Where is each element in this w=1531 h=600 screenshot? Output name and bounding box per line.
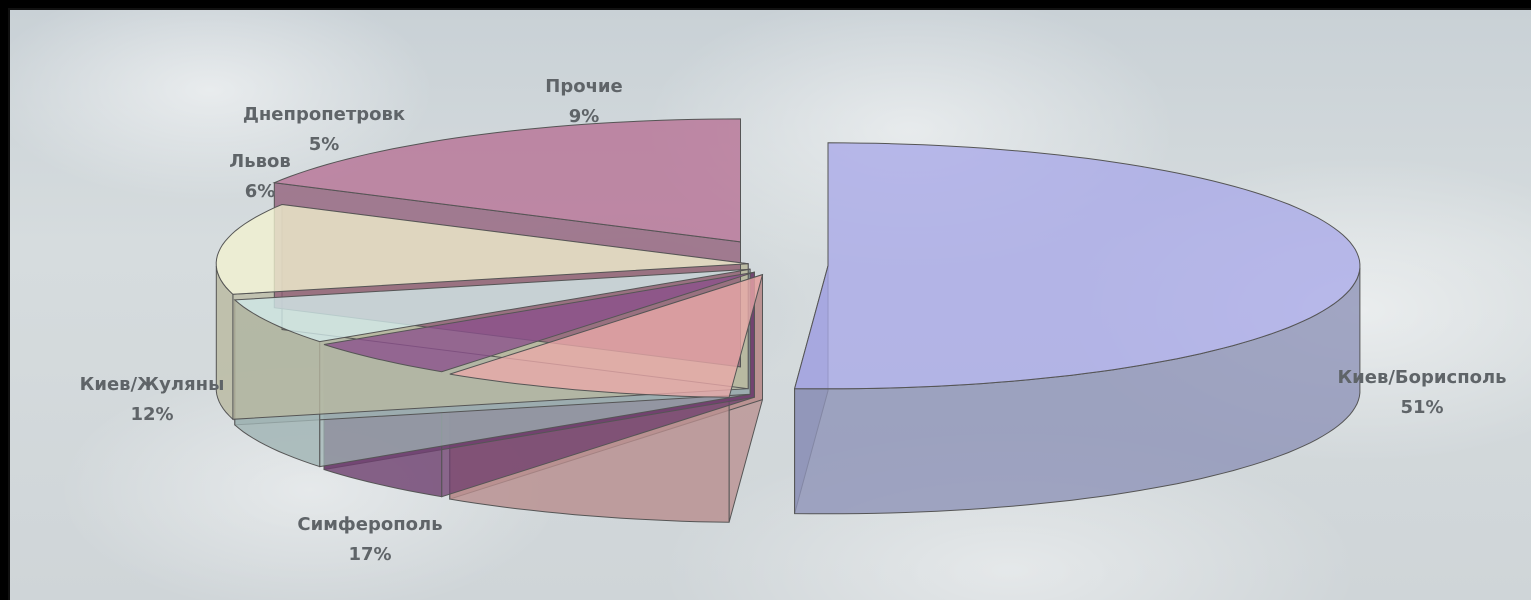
- slice-value-dnipro: 5%: [309, 134, 340, 155]
- slice-label-kiev-boryspil: Киев/Борисполь: [1337, 367, 1506, 388]
- slice-label-group-simferopol: Симферополь 17%: [297, 514, 442, 565]
- slice-value-kiev-boryspil: 51%: [1400, 397, 1443, 418]
- slice-simferopol: [272, 118, 741, 243]
- pie-chart: Киев/Борисполь 51% Прочие 9% Днепропетро…: [80, 76, 1507, 565]
- chart-area: Киев/Борисполь 51% Прочие 9% Днепропетро…: [8, 8, 1531, 600]
- slice-label-group-dnipro: Днепропетровк 5%: [243, 104, 405, 155]
- slice-other: [449, 273, 764, 398]
- slice-kiev-zhuliany: [215, 203, 749, 295]
- slice-label-dnipro: Днепропетровк: [243, 104, 405, 125]
- slice-value-kiev-zhuliany: 12%: [130, 404, 173, 425]
- slice-lviv: [233, 268, 751, 343]
- slice-label-other: Прочие: [545, 76, 623, 97]
- slice-kiev-boryspil: [793, 142, 1361, 390]
- slice-label-simferopol: Симферополь: [297, 514, 442, 535]
- slice-label-lviv: Львов: [229, 151, 290, 172]
- slice-value-simferopol: 17%: [348, 544, 391, 565]
- slice-value-lviv: 6%: [245, 181, 276, 202]
- slice-label-kiev-zhuliany: Киев/Жуляны: [80, 374, 225, 395]
- slice-dnipro: [323, 271, 755, 373]
- slice-label-group-other: Прочие 9%: [545, 76, 623, 127]
- slice-label-group-kiev-boryspil: Киев/Борисполь 51%: [1337, 367, 1506, 418]
- slice-value-other: 9%: [569, 106, 600, 127]
- slice-label-group-kiev-zhuliany: Киев/Жуляны 12%: [80, 374, 225, 425]
- slice-label-group-lviv: Львов 6%: [229, 151, 290, 202]
- pie-slice-tops: [215, 118, 1361, 398]
